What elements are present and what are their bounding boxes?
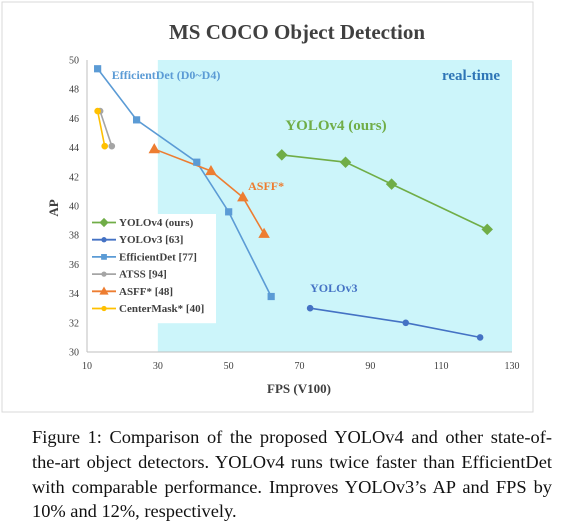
series-label-asff-48: ASFF* xyxy=(248,179,284,193)
data-point-efficientdet-77 xyxy=(193,158,201,166)
x-tick-label: 50 xyxy=(224,361,234,372)
legend-marker-yolov4-ours xyxy=(99,217,109,228)
series-line-atss-94 xyxy=(99,110,113,147)
x-tick-label: 70 xyxy=(295,361,305,372)
y-tick-label: 34 xyxy=(69,289,79,300)
data-point-asff-48 xyxy=(258,227,270,238)
data-point-asff-48 xyxy=(237,191,249,202)
legend-marker-centermask-40 xyxy=(101,305,107,312)
y-tick-label: 40 xyxy=(69,202,79,213)
x-tick-label: 10 xyxy=(82,361,92,372)
data-point-yolov3-63 xyxy=(402,319,410,327)
series-line-centermask-40 xyxy=(96,110,106,147)
legend-label-efficientdet-77: EfficientDet [77] xyxy=(119,251,197,263)
legend-marker-asff-48 xyxy=(99,286,109,295)
x-tick-label: 110 xyxy=(434,361,449,372)
series-labels: YOLOv4 (ours) YOLOv3 EfficientDet (D0~D4) A… xyxy=(112,68,387,295)
data-point-centermask-40 xyxy=(101,142,109,150)
legend-label-yolov4-ours: YOLOv4 (ours) xyxy=(119,217,194,229)
data-point-yolov3-63 xyxy=(306,304,314,312)
x-tick-label: 90 xyxy=(365,361,375,372)
legend-marker-efficientdet-77 xyxy=(101,254,107,260)
x-axis-label: FPS (V100) xyxy=(267,381,331,396)
data-point-yolov4-ours xyxy=(385,178,398,190)
legend-background xyxy=(88,214,216,324)
legend-label-yolov3-63: YOLOv3 [63] xyxy=(119,234,183,246)
legend-label-atss-94: ATSS [94] xyxy=(119,269,167,281)
realtime-label: real-time xyxy=(442,68,500,84)
series-label-yolov4-ours: YOLOv4 (ours) xyxy=(285,118,386,134)
data-point-atss-94 xyxy=(108,142,116,150)
legend-marker-yolov3-63 xyxy=(101,237,107,243)
series-label-yolov3-63: YOLOv3 xyxy=(310,281,357,295)
data-point-efficientdet-77 xyxy=(94,65,102,73)
y-tick-label: 32 xyxy=(69,318,79,329)
legend: YOLOv4 (ours) YOLOv3 [63] EfficientDet [77… xyxy=(92,217,204,315)
series-line-yolov4-ours xyxy=(281,154,488,231)
data-point-yolov4-ours xyxy=(481,223,493,236)
y-tick-label: 38 xyxy=(69,231,79,242)
series-label-efficientdet-77: EfficientDet (D0~D4) xyxy=(112,68,221,82)
y-axis-label: AP xyxy=(46,199,61,216)
legend-label-asff-48: ASFF* [48] xyxy=(119,286,173,298)
data-point-efficientdet-77 xyxy=(267,292,275,301)
legend-label-centermask-40: CenterMask* [40] xyxy=(119,303,204,315)
y-tick-label: 50 xyxy=(69,56,79,67)
data-point-efficientdet-77 xyxy=(132,116,141,124)
y-tick-label: 46 xyxy=(69,114,79,125)
data-point-asff-48 xyxy=(148,143,161,154)
axes xyxy=(86,60,512,353)
series-line-asff-48 xyxy=(154,148,265,235)
series-points xyxy=(94,65,493,341)
data-point-asff-48 xyxy=(205,164,217,176)
data-point-yolov4-ours xyxy=(339,156,352,168)
y-tick-label: 44 xyxy=(69,143,79,154)
y-tick-label: 42 xyxy=(69,172,79,183)
x-tick-label: 30 xyxy=(153,361,163,372)
data-point-efficientdet-77 xyxy=(225,208,233,216)
data-point-centermask-40 xyxy=(94,107,101,115)
realtime-region xyxy=(157,60,513,352)
y-tick-label: 30 xyxy=(69,348,79,359)
x-tick-label: 130 xyxy=(505,361,520,372)
y-tick-label: 36 xyxy=(69,260,79,271)
data-point-yolov4-ours xyxy=(276,149,288,161)
chart-title: MS COCO Object Detection xyxy=(169,20,425,44)
legend-marker-atss-94 xyxy=(101,271,107,277)
y-tick-label: 48 xyxy=(69,85,79,96)
data-point-yolov3-63 xyxy=(476,334,484,341)
figure-caption: Figure 1: Comparison of the proposed YOL… xyxy=(32,427,552,522)
